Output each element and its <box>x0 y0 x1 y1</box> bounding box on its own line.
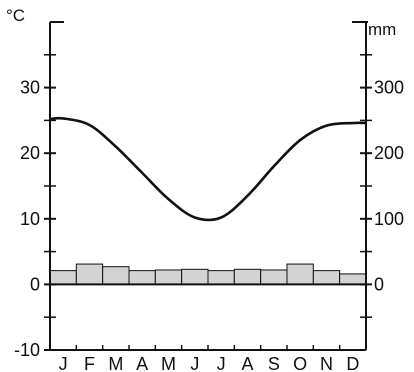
right-tick-label: 100 <box>374 209 404 229</box>
month-label: A <box>241 354 253 372</box>
month-label: M <box>161 354 176 372</box>
precipitation-bar <box>339 273 367 285</box>
precipitation-bar <box>128 270 156 285</box>
month-label: N <box>320 354 333 372</box>
month-label: F <box>84 354 95 372</box>
precipitation-bar <box>75 263 104 285</box>
precipitation-bar <box>49 270 77 285</box>
precipitation-bar <box>233 268 262 285</box>
month-label: D <box>346 354 359 372</box>
precipitation-bars <box>49 263 367 285</box>
right-tick-label: 200 <box>374 143 404 163</box>
month-label: S <box>268 354 280 372</box>
precipitation-bar <box>102 266 130 285</box>
month-label: J <box>59 354 68 372</box>
precipitation-bar <box>312 270 341 285</box>
precipitation-bar <box>260 269 288 285</box>
precipitation-bar <box>207 270 235 285</box>
left-tick-label: 0 <box>30 274 40 294</box>
month-label: J <box>190 354 199 372</box>
left-axis-unit: °C <box>6 6 25 25</box>
month-label: M <box>108 354 123 372</box>
month-label: J <box>217 354 226 372</box>
precipitation-bar <box>286 263 314 285</box>
left-tick-label: 20 <box>20 143 40 163</box>
precipitation-bar <box>154 269 183 285</box>
month-label: O <box>293 354 307 372</box>
temperature-line <box>49 116 367 222</box>
left-tick-label: 10 <box>20 209 40 229</box>
precipitation-bar <box>181 268 209 285</box>
axes <box>44 21 372 351</box>
right-axis-unit: mm <box>368 20 396 39</box>
left-tick-label: -10 <box>14 340 40 360</box>
month-label: A <box>136 354 148 372</box>
right-tick-label: 300 <box>374 78 404 98</box>
left-tick-label: 30 <box>20 78 40 98</box>
right-tick-label: 0 <box>374 274 384 294</box>
